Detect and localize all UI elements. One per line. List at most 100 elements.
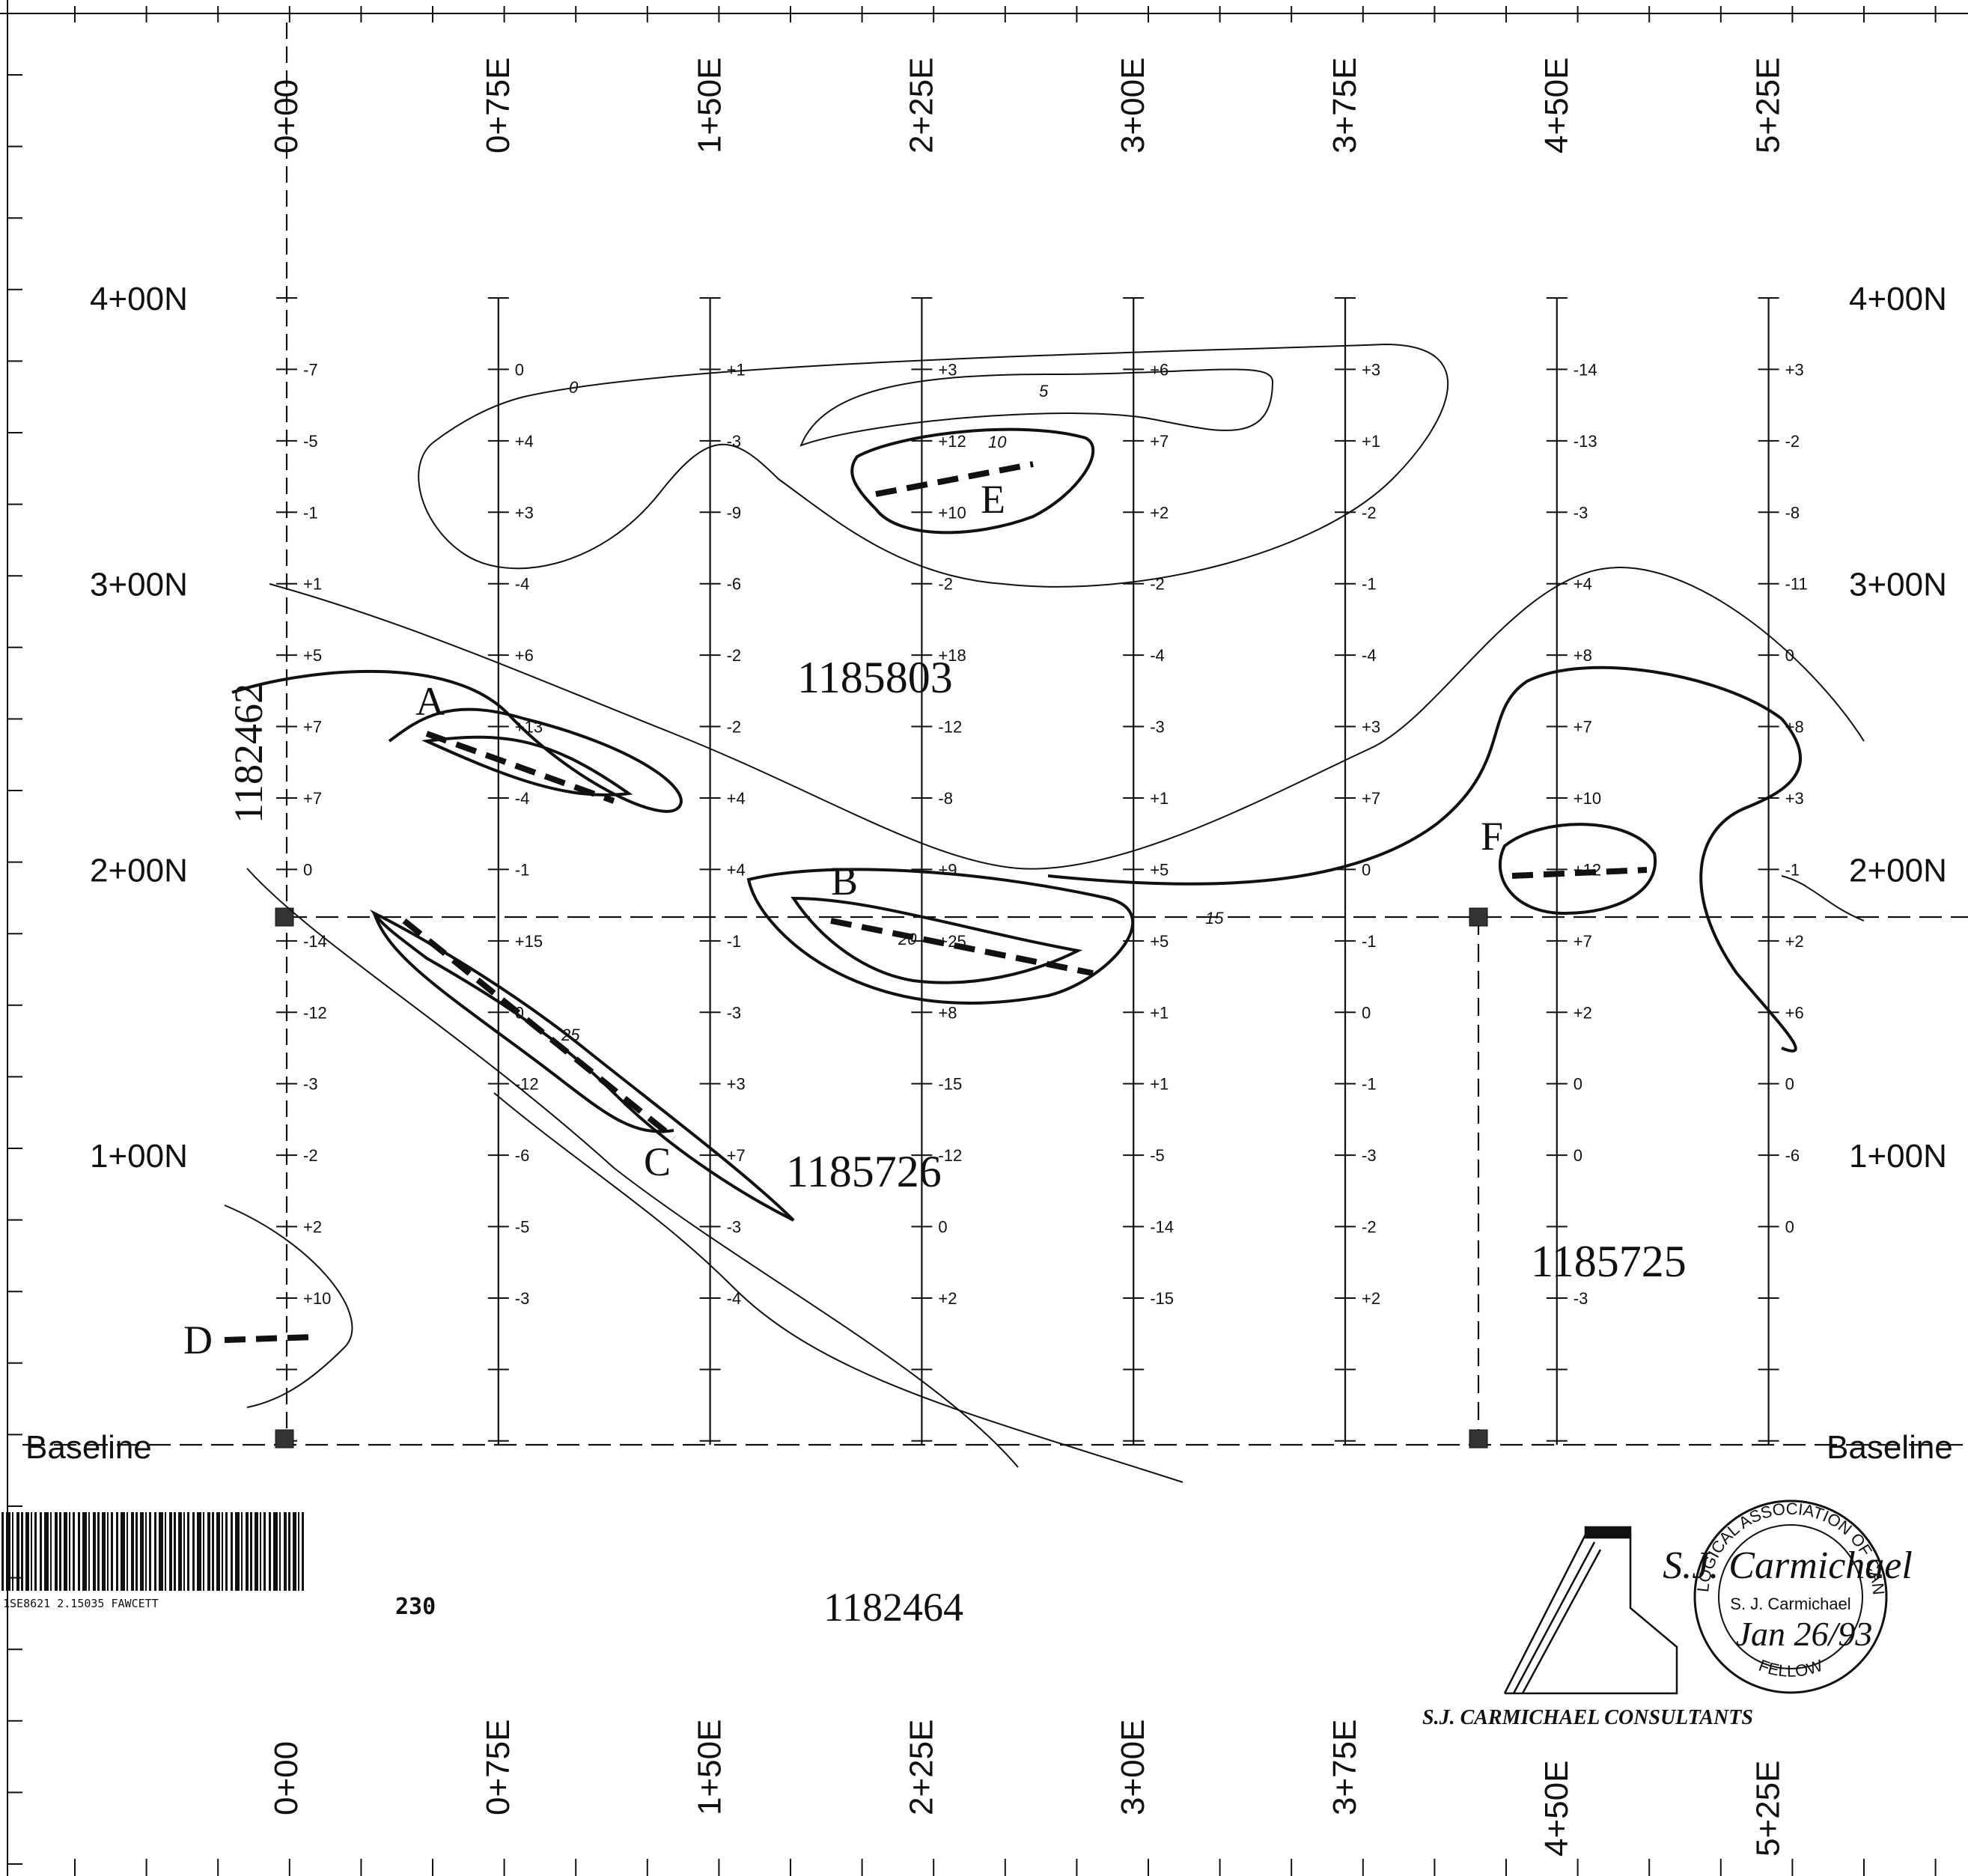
station-value: -14 — [303, 932, 327, 951]
seal-fellow-text: FELLOW — [1756, 1656, 1825, 1681]
station-value: -3 — [1150, 718, 1165, 737]
barcode-bar — [260, 1512, 261, 1591]
station-value: +1 — [727, 360, 746, 379]
map-features: A B C D E F — [183, 461, 1648, 1362]
barcode-bar — [149, 1512, 151, 1591]
logo-stripe — [1521, 1549, 1602, 1694]
northing-label: 1+00N — [1849, 1138, 1947, 1175]
logo-outline — [1503, 1533, 1678, 1695]
northing-label: 3+00N — [1849, 567, 1947, 603]
station-value: 0 — [1785, 646, 1794, 665]
station-value: 0 — [1362, 1003, 1371, 1022]
barcode-bar — [154, 1512, 156, 1591]
station-value: +6 — [1785, 1003, 1804, 1022]
seal-inner-ring — [1718, 1524, 1863, 1669]
station-value: +2 — [1362, 1289, 1380, 1308]
station-value: -3 — [1574, 503, 1588, 522]
barcode-bar — [169, 1512, 172, 1591]
barcode: 1SE8621 2.15035 FAWCETT — [1, 1512, 304, 1610]
barcode-bar — [88, 1512, 90, 1591]
station-value: +3 — [1362, 718, 1380, 737]
barcode-bar — [12, 1512, 13, 1591]
barcode-bar — [212, 1512, 214, 1591]
station-value: +2 — [303, 1218, 322, 1237]
station-value: +1 — [303, 575, 322, 594]
station-value: -4 — [515, 575, 530, 594]
contour-level-label: 5 — [1039, 382, 1049, 401]
contour-line — [269, 567, 1865, 870]
barcode-bar — [82, 1512, 87, 1591]
northing-label: 2+00N — [90, 852, 188, 889]
seal-signature: S.J. Carmichael — [1663, 1544, 1913, 1587]
barcode-bar — [187, 1512, 189, 1591]
station-value: +1 — [1150, 1075, 1169, 1094]
barcode-bar — [178, 1512, 182, 1591]
station-value: -2 — [727, 646, 742, 665]
station-value: +2 — [1785, 932, 1804, 951]
grid-labels: 0+000+000+75E0+75E1+50E1+50E2+25E2+25E3+… — [25, 58, 1953, 1857]
barcode-bar — [225, 1512, 228, 1591]
contour-line — [418, 343, 1449, 588]
barcode-bar — [127, 1512, 128, 1591]
barcode-bar — [73, 1512, 75, 1591]
barcode-bar — [302, 1512, 304, 1591]
station-value: 0 — [303, 860, 312, 879]
station-value: +3 — [938, 360, 957, 379]
barcode-bar — [207, 1512, 210, 1591]
station-value: -3 — [727, 1218, 742, 1237]
station-value: +15 — [515, 932, 543, 951]
barcode-bar — [298, 1512, 299, 1591]
contour-line — [493, 1092, 1183, 1483]
contour-line-heavy — [850, 427, 1095, 535]
barcode-bar — [102, 1512, 106, 1591]
barcode-bar — [6, 1512, 10, 1591]
claim-number: 1185803 — [797, 653, 953, 702]
station-value: +10 — [938, 503, 966, 522]
station-value: -1 — [1362, 1075, 1377, 1094]
station-value: 0 — [938, 1218, 947, 1237]
survey-picket-marker — [1469, 1429, 1488, 1449]
easting-label: 1+50E — [692, 1720, 728, 1815]
barcode-bar — [216, 1512, 220, 1591]
barcode-bar — [111, 1512, 113, 1591]
station-value: +9 — [938, 860, 957, 879]
anomaly-label: D — [183, 1318, 213, 1362]
station-value: -1 — [727, 932, 742, 951]
station-value: +7 — [1574, 932, 1592, 951]
barcode-bar — [222, 1512, 223, 1591]
station-value: +1 — [1150, 1003, 1169, 1022]
station-value: -6 — [515, 1146, 530, 1165]
station-value: 0 — [1785, 1075, 1794, 1094]
contour-line — [799, 368, 1274, 447]
easting-label: 4+50E — [1538, 58, 1575, 153]
station-value: -5 — [1150, 1146, 1165, 1165]
easting-label: 0+75E — [480, 58, 517, 153]
baseline-label: Baseline — [1827, 1429, 1953, 1466]
station-value: -4 — [515, 789, 530, 808]
barcode-bar — [44, 1512, 49, 1591]
northing-label: 4+00N — [1849, 281, 1947, 317]
company-name: S.J. CARMICHAEL CONSULTANTS — [1422, 1706, 1753, 1729]
easting-label: 3+75E — [1326, 1720, 1363, 1815]
station-value: +10 — [1574, 789, 1601, 808]
easting-label: 5+25E — [1750, 1761, 1787, 1857]
anomaly-axis — [425, 731, 615, 804]
barcode-bar — [25, 1512, 29, 1591]
barcode-bar — [50, 1512, 52, 1591]
station-value: -3 — [515, 1289, 530, 1308]
barcode-bar — [1, 1512, 4, 1591]
station-value: -14 — [1150, 1218, 1174, 1237]
barcode-bar — [78, 1512, 80, 1591]
station-value: -3 — [1574, 1289, 1588, 1308]
barcode-bar — [135, 1512, 138, 1591]
station-value: +18 — [938, 646, 966, 665]
station-value: 0 — [515, 360, 524, 379]
station-value: -9 — [727, 503, 742, 522]
contour-line — [224, 1205, 353, 1408]
barcode-bar — [16, 1512, 19, 1591]
barcode-bar — [116, 1512, 118, 1591]
barcode-text: 1SE8621 2.15035 FAWCETT — [3, 1597, 159, 1610]
barcode-bar — [203, 1512, 204, 1591]
barcode-bar — [231, 1512, 233, 1591]
